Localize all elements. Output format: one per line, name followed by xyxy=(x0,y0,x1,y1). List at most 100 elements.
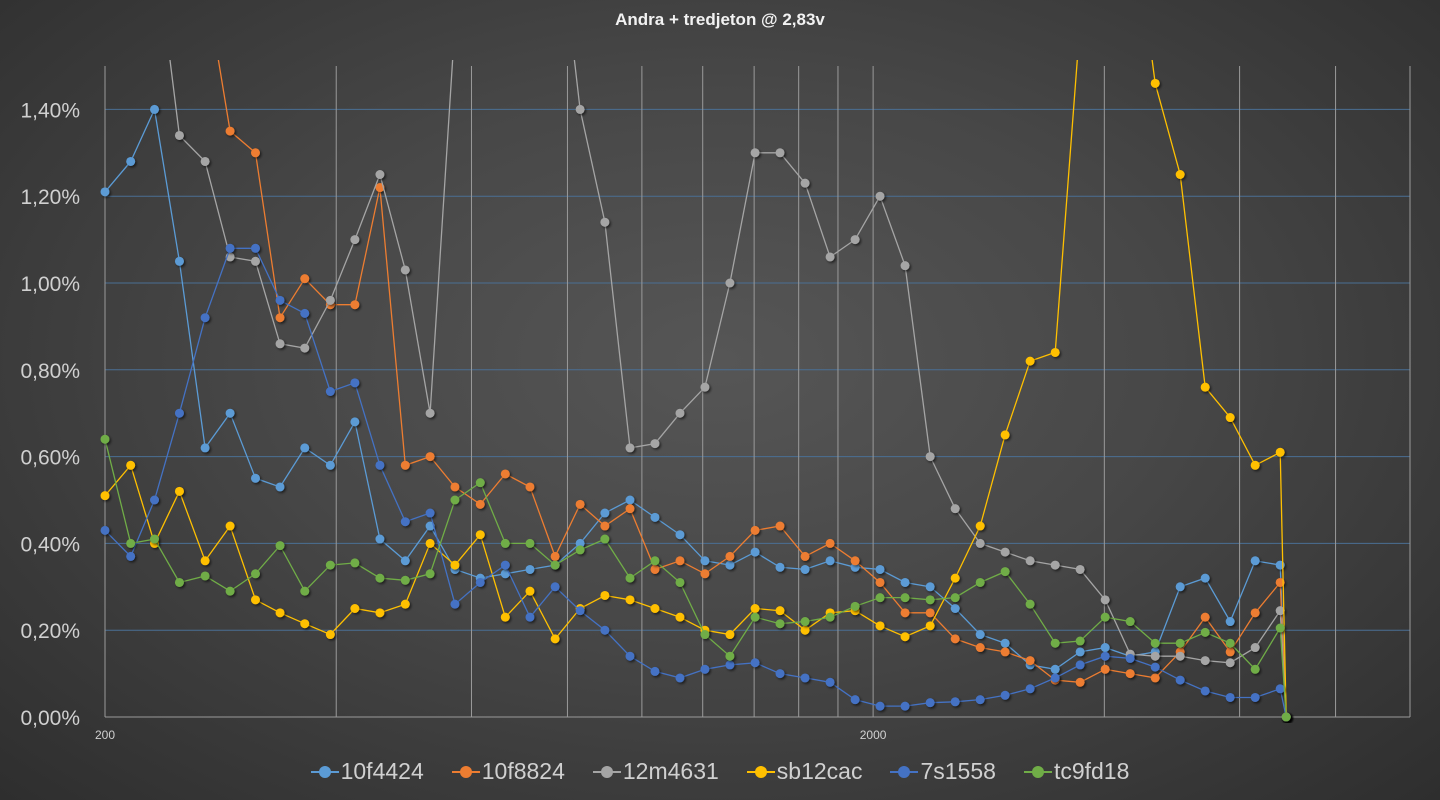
data-point xyxy=(1250,692,1260,702)
data-point xyxy=(200,571,210,581)
data-point xyxy=(225,126,235,136)
data-point xyxy=(750,604,760,613)
data-point xyxy=(900,577,910,587)
data-point xyxy=(725,551,735,561)
data-point xyxy=(300,308,310,318)
data-point xyxy=(200,313,210,323)
data-point xyxy=(475,530,485,540)
data-point xyxy=(650,564,660,574)
data-point xyxy=(650,439,660,449)
data-point xyxy=(650,666,660,676)
data-point xyxy=(1075,636,1085,646)
legend-label: sb12cac xyxy=(776,758,863,784)
data-point xyxy=(126,156,136,166)
data-point xyxy=(174,577,184,587)
y-tick-label: 1,20% xyxy=(20,186,80,209)
data-point xyxy=(875,577,885,587)
data-point xyxy=(425,521,435,531)
data-point xyxy=(250,148,260,158)
data-point xyxy=(1250,608,1260,618)
data-point xyxy=(725,560,735,570)
data-point xyxy=(1275,606,1285,616)
data-point xyxy=(1075,677,1085,687)
data-point xyxy=(600,217,610,227)
legend-marker-icon xyxy=(1023,765,1052,778)
data-point xyxy=(375,170,385,179)
data-point xyxy=(174,486,184,496)
data-point xyxy=(775,669,785,679)
data-point xyxy=(1050,347,1060,357)
data-point xyxy=(750,658,760,668)
data-point xyxy=(1150,662,1160,672)
data-point xyxy=(750,612,760,622)
data-point xyxy=(450,599,460,609)
data-point xyxy=(1050,560,1060,570)
data-point xyxy=(250,595,260,605)
y-tick-label: 0,00% xyxy=(20,707,80,730)
data-point xyxy=(900,701,910,711)
series-line xyxy=(104,439,1287,718)
data-point xyxy=(825,252,835,262)
data-point xyxy=(1200,612,1210,622)
data-point xyxy=(1025,656,1035,666)
data-point xyxy=(1225,413,1235,423)
data-point xyxy=(575,104,585,114)
data-point xyxy=(225,586,235,596)
data-point xyxy=(325,295,335,305)
data-point xyxy=(775,619,785,629)
legend-label: tc9fd18 xyxy=(1053,758,1130,784)
data-point xyxy=(500,469,510,479)
data-point xyxy=(275,608,285,618)
data-point xyxy=(400,460,410,470)
data-point xyxy=(350,235,360,245)
data-point xyxy=(225,243,235,253)
data-point xyxy=(475,478,485,488)
data-point xyxy=(1225,638,1235,648)
data-point xyxy=(126,460,136,470)
data-point xyxy=(1025,356,1035,366)
data-point xyxy=(1100,651,1110,661)
data-point xyxy=(1275,623,1285,633)
data-point xyxy=(900,632,910,642)
data-point xyxy=(300,619,310,629)
data-point xyxy=(1000,638,1010,648)
data-point xyxy=(775,606,785,616)
data-point xyxy=(475,499,485,509)
data-point xyxy=(1100,664,1110,674)
data-point xyxy=(250,243,260,253)
data-point xyxy=(100,491,110,501)
data-point xyxy=(275,541,285,551)
data-point xyxy=(500,612,510,622)
data-point xyxy=(1175,651,1185,661)
data-point xyxy=(975,643,985,653)
data-point xyxy=(350,417,360,427)
legend-item: 7s1558 xyxy=(890,758,996,785)
data-point xyxy=(325,387,335,396)
legend-label: 7s1558 xyxy=(920,758,996,784)
data-point xyxy=(725,651,735,661)
legend-item: sb12cac xyxy=(746,758,863,785)
data-point xyxy=(1150,78,1160,88)
data-point xyxy=(500,538,510,548)
data-point xyxy=(400,556,410,566)
y-tick-label: 0,40% xyxy=(20,533,80,556)
data-point xyxy=(825,556,835,566)
data-point xyxy=(425,508,435,518)
data-point xyxy=(1250,460,1260,470)
data-point xyxy=(1125,617,1135,627)
data-point xyxy=(450,495,460,505)
data-point xyxy=(750,148,760,158)
data-point xyxy=(850,556,860,566)
x-tick-label: 200 xyxy=(95,728,115,742)
data-point xyxy=(775,521,785,531)
data-point xyxy=(150,104,160,114)
series-line xyxy=(217,60,1287,718)
data-point xyxy=(174,256,184,266)
data-point xyxy=(950,573,960,583)
data-point xyxy=(1100,595,1110,605)
data-point xyxy=(100,434,110,444)
data-point xyxy=(325,630,335,640)
data-point xyxy=(550,634,560,644)
data-point xyxy=(1225,617,1235,627)
data-point xyxy=(126,551,136,561)
